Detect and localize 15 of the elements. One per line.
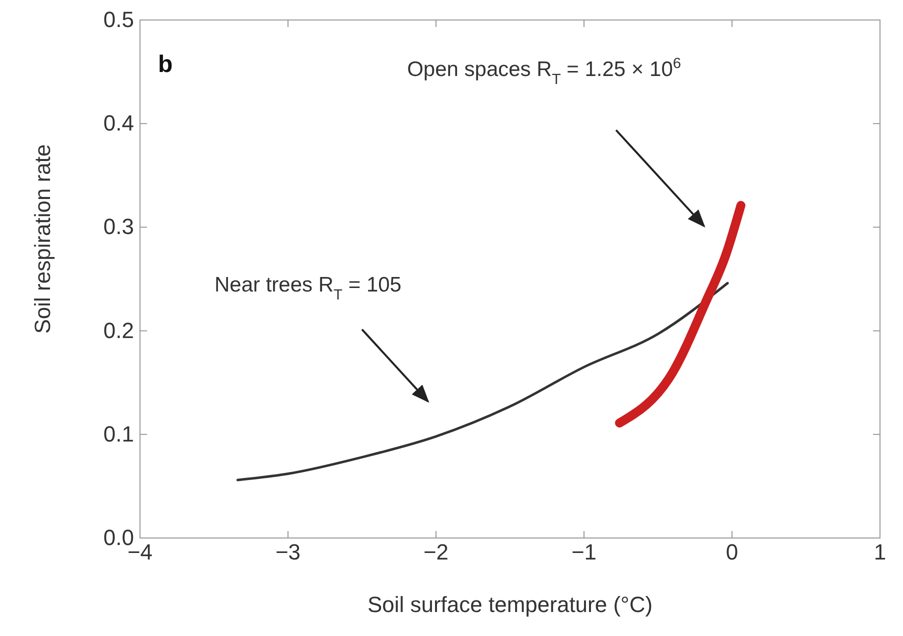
x-tick-label: −2 [423,540,449,565]
x-tick-label: −1 [571,540,597,565]
y-axis-title: Soil respiration rate [30,144,55,334]
y-tick-label: 0.5 [103,7,134,32]
x-axis-title: Soil surface temperature (°C) [367,592,653,617]
x-tick-label: −3 [275,540,301,565]
x-tick-label: 1 [874,540,886,565]
y-tick-label: 0.3 [103,214,134,240]
annotation: Near trees R$_{T}$ = 105 [214,273,402,304]
annotation: Open spaces R$_{T}$ = 1.25 × 10$^{6}$ [407,56,682,88]
y-tick-label: 0.2 [103,318,134,343]
annotation: b [158,51,173,78]
x-tick-label: 0 [726,540,738,565]
y-tick-label: 0.4 [103,110,134,136]
y-tick-label: 0.1 [103,421,134,446]
